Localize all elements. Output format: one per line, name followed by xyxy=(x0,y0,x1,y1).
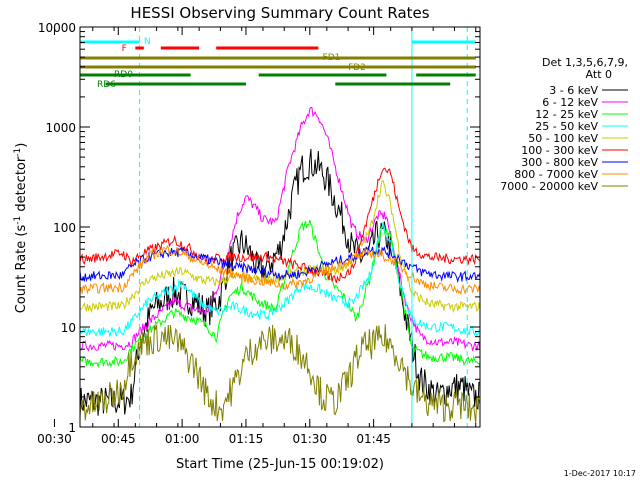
x-axis: 00:30 00:45 01:00 01:15 01:30 01:45 xyxy=(37,27,477,446)
legend-label-2: 12 - 25 keV xyxy=(535,108,598,121)
y-tick-label-0: 1 xyxy=(68,421,76,435)
x-tick-label-0: 00:30 xyxy=(37,432,72,446)
series-line-5 xyxy=(79,167,481,283)
y-tick-label-1: 10 xyxy=(61,321,76,335)
mode-label-f: F xyxy=(122,44,127,54)
legend-label-7: 800 - 7000 keV xyxy=(514,168,598,181)
mode-label-fd1: FD1 xyxy=(323,53,341,63)
legend-label-6: 300 - 800 keV xyxy=(521,156,598,169)
mode-label-n: N xyxy=(144,37,151,47)
legend-header-line1: Det 1,3,5,6,7,9, xyxy=(542,56,628,69)
x-tick-label-1: 00:45 xyxy=(101,432,136,446)
legend-label-1: 6 - 12 keV xyxy=(542,96,598,109)
y-label-main: Count Rate (s xyxy=(14,225,29,314)
x-axis-label: Start Time (25-Jun-15 00:19:02) xyxy=(176,457,384,472)
series-line-7 xyxy=(79,245,481,296)
chart-title: HESSI Observing Summary Count Rates xyxy=(130,4,429,22)
x-tick-label-4: 01:30 xyxy=(292,432,327,446)
plot-area xyxy=(79,106,481,424)
series-line-8 xyxy=(79,324,481,424)
legend-label-5: 100 - 300 keV xyxy=(521,144,598,157)
footer-date: 1-Dec-2017 10:17 xyxy=(564,469,636,478)
x-tick-label-5: 01:45 xyxy=(356,432,391,446)
series-line-1 xyxy=(79,106,481,352)
x-tick-label-3: 01:15 xyxy=(229,432,264,446)
series-line-3 xyxy=(79,222,481,337)
y-tick-label-3: 1000 xyxy=(45,121,76,135)
mode-label-fd2: FD2 xyxy=(348,63,366,73)
legend-header-line2: Att 0 xyxy=(586,68,612,81)
mode-label-rd6: RD6 xyxy=(97,80,116,90)
mode-label-rd0: RD0 xyxy=(114,70,133,80)
y-axis: 1 10 100 1000 10000 xyxy=(38,21,480,435)
y-axis-label: Count Rate (s-1 detector-1) xyxy=(13,143,29,314)
legend-label-3: 25 - 50 keV xyxy=(535,120,598,133)
y-label-end: ) xyxy=(14,143,29,148)
x-tick-label-2: 01:00 xyxy=(165,432,200,446)
legend-label-0: 3 - 6 keV xyxy=(549,84,598,97)
y-label-sup1: -1 xyxy=(13,216,23,225)
y-tick-label-2: 100 xyxy=(53,221,76,235)
y-label-sup2: -1 xyxy=(13,148,23,157)
y-tick-label-4: 10000 xyxy=(38,21,76,35)
legend-label-4: 50 - 100 keV xyxy=(528,132,598,145)
y-label-mid: detector xyxy=(14,156,29,216)
legend-label-8: 7000 - 20000 keV xyxy=(500,180,598,193)
